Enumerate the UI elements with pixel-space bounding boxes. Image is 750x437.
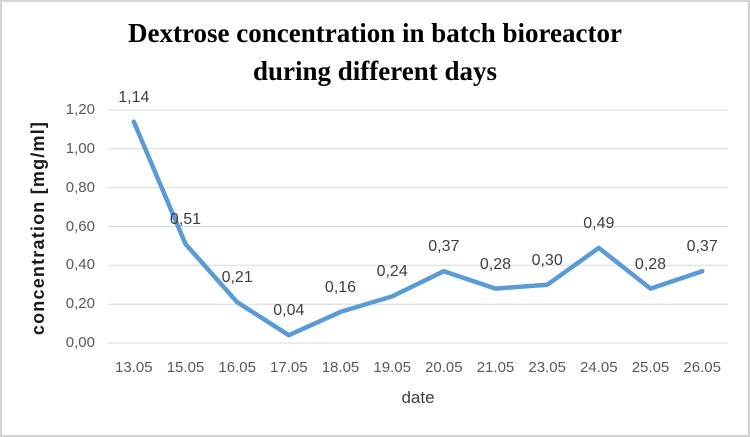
y-tick-label: 0,00 [65,334,95,351]
x-tick-label: 25.05 [631,359,670,376]
y-tick-label: 1,20 [65,101,95,118]
y-tick-label: 1,00 [65,139,95,157]
data-label: 0,24 [376,263,408,281]
y-tick-label: 0,40 [65,256,95,274]
data-label: 0,28 [634,255,667,273]
x-tick-label: 18.05 [321,359,360,376]
x-tick-label: 26.05 [683,359,721,376]
chart-title: Dextrose concentration in batch bioreact… [0,14,750,90]
y-tick-label: 0,20 [65,295,95,313]
chart-title-line-1: Dextrose concentration in batch bioreact… [128,18,622,48]
data-label: 0,04 [273,302,305,320]
y-tick-label: 0,60 [65,217,95,235]
data-label: 1,14 [118,88,150,106]
data-label: 0,49 [583,214,615,232]
x-tick-label: 15.05 [166,359,205,376]
x-tick-label: 13.05 [115,359,153,376]
data-label: 0,28 [479,255,512,273]
x-tick-label: 20.05 [425,359,463,376]
data-label: 0,21 [221,269,253,287]
x-tick-label: 16.05 [218,359,256,376]
x-tick-label: 24.05 [580,359,618,376]
y-tick-label: 0,80 [65,178,95,196]
data-label: 0,16 [324,278,357,296]
data-label: 0,37 [686,238,718,256]
x-tick-label: 19.05 [373,359,411,376]
data-label: 0,51 [169,210,202,228]
x-tick-label: 21.05 [476,359,515,376]
series-line [131,119,705,338]
x-axis-title: date [401,388,435,407]
x-tick-label: 23.05 [528,359,566,376]
data-label: 0,37 [428,238,460,256]
x-tick-label: 17.05 [270,359,308,376]
data-label: 0,30 [531,251,563,269]
chart-title-line-2: during different days [252,56,498,86]
